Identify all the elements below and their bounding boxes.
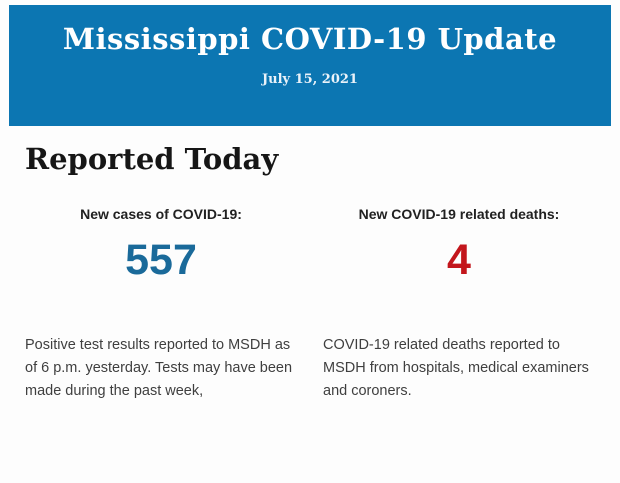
new-cases-description: Positive test results reported to MSDH a… — [25, 337, 293, 399]
new-cases-value: 557 — [125, 236, 197, 284]
stat-new-cases: New cases of COVID-19: 557 Positive test… — [25, 206, 297, 403]
newsletter-title: Mississippi COVID-19 Update — [62, 22, 558, 56]
new-deaths-value: 4 — [447, 236, 471, 284]
section-title: Reported Today — [25, 142, 279, 176]
stat-new-deaths: New COVID-19 related deaths: 4 COVID-19 … — [323, 206, 595, 403]
new-cases-label: New cases of COVID-19: — [80, 206, 242, 222]
main-content: Reported Today New cases of COVID-19: 55… — [0, 126, 620, 403]
header-banner: Mississippi COVID-19 Update July 15, 202… — [9, 5, 611, 126]
new-deaths-label: New COVID-19 related deaths: — [358, 206, 560, 222]
newsletter-date: July 15, 2021 — [262, 72, 358, 87]
new-deaths-description: COVID-19 related deaths reported to MSDH… — [323, 337, 589, 399]
stats-row: New cases of COVID-19: 557 Positive test… — [25, 206, 595, 403]
